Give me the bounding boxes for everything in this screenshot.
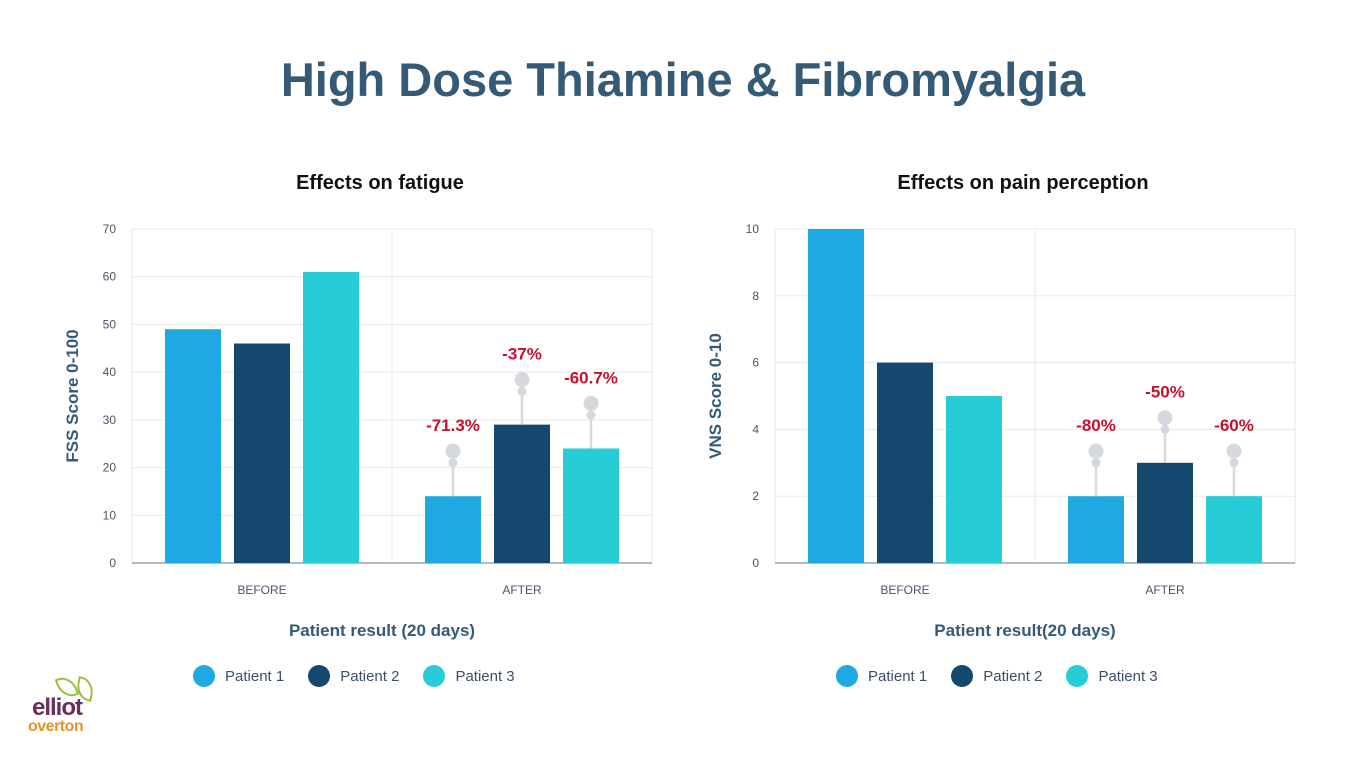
x-axis-title: Patient result(20 days) bbox=[934, 621, 1115, 640]
x-tick-label: BEFORE bbox=[237, 583, 286, 597]
bar-before-patient-3 bbox=[946, 396, 1002, 563]
y-tick-label: 0 bbox=[109, 556, 116, 570]
legend-label: Patient 3 bbox=[1098, 667, 1158, 685]
x-tick-label: BEFORE bbox=[880, 583, 929, 597]
bar-after-patient-1 bbox=[425, 496, 481, 563]
change-marker-dot bbox=[1226, 443, 1242, 459]
brand-logo: elliot overton bbox=[28, 673, 108, 740]
percent-change-label: -80% bbox=[1076, 416, 1116, 435]
change-marker-dot-small bbox=[1160, 424, 1170, 434]
change-marker-dot-small bbox=[448, 458, 458, 468]
bar-before-patient-1 bbox=[165, 329, 221, 563]
legend-item-patient-3: Patient 3 bbox=[1066, 665, 1158, 687]
y-tick-label: 6 bbox=[752, 356, 759, 370]
legend-label: Patient 2 bbox=[340, 667, 400, 685]
y-tick-label: 30 bbox=[103, 413, 117, 427]
pain-chart: Effects on pain perception 0 2 4 6 8 10 VNS Sco… bbox=[693, 160, 1353, 720]
legend-item-patient-1: Patient 1 bbox=[836, 665, 927, 687]
fatigue-chart: Effects on fatigue 0 10 20 30 40 50 60 70 FSS Sco… bbox=[50, 160, 710, 720]
patient-1-swatch bbox=[836, 665, 858, 687]
legend-label: Patient 2 bbox=[983, 667, 1043, 685]
bar-after-patient-2 bbox=[1137, 462, 1193, 563]
bar-before-patient-2 bbox=[877, 362, 933, 563]
bar-after-patient-2 bbox=[494, 424, 550, 563]
change-marker-dot bbox=[1088, 443, 1104, 459]
y-tick-label: 4 bbox=[752, 422, 759, 436]
legend-item-patient-3: Patient 3 bbox=[423, 665, 515, 687]
y-tick-label: 10 bbox=[103, 508, 117, 522]
y-tick-label: 0 bbox=[752, 556, 759, 570]
legend-label: Patient 1 bbox=[225, 667, 285, 685]
chart-title: Effects on fatigue bbox=[296, 172, 464, 194]
page-title: High Dose Thiamine & Fibromyalgia bbox=[280, 53, 1086, 106]
y-tick-label: 50 bbox=[103, 317, 117, 331]
bar-after-patient-1 bbox=[1068, 496, 1124, 563]
logo-line-1: elliot bbox=[32, 694, 83, 721]
chart-title: Effects on pain perception bbox=[897, 172, 1148, 194]
y-tick-label: 2 bbox=[752, 489, 759, 503]
percent-change-label: -71.3% bbox=[426, 416, 480, 435]
fatigue-chart-svg: Effects on fatigue 0 10 20 30 40 50 60 70 FSS Sco… bbox=[63, 172, 653, 640]
change-marker-dot bbox=[445, 443, 461, 459]
change-marker-dot-small bbox=[1229, 458, 1239, 468]
bar-after-patient-3 bbox=[1206, 496, 1262, 563]
legend-item-patient-2: Patient 2 bbox=[951, 665, 1042, 687]
percent-change-label: -50% bbox=[1145, 383, 1185, 402]
patient-3-swatch bbox=[1066, 665, 1089, 687]
change-marker-dot-small bbox=[517, 386, 527, 396]
legend-item-patient-1: Patient 1 bbox=[193, 665, 284, 687]
change-marker-dot-small bbox=[586, 410, 596, 420]
y-axis-title: VNS Score 0-10 bbox=[706, 333, 725, 459]
y-tick-label: 60 bbox=[103, 270, 117, 284]
legend-item-patient-2: Patient 2 bbox=[308, 665, 399, 687]
bar-before-patient-1 bbox=[808, 229, 864, 563]
change-marker-dot bbox=[1157, 410, 1173, 426]
bar-before-patient-2 bbox=[234, 343, 290, 563]
patient-2-swatch bbox=[308, 665, 331, 687]
y-tick-label: 20 bbox=[103, 461, 117, 475]
x-tick-label: AFTER bbox=[502, 583, 542, 597]
y-tick-label: 10 bbox=[746, 222, 760, 236]
change-marker-dot bbox=[583, 395, 599, 411]
percent-change-label: -37% bbox=[502, 345, 542, 364]
pain-legend: Patient 1 Patient 2 Patient 3 bbox=[836, 665, 1182, 687]
change-marker-dot-small bbox=[1091, 458, 1101, 468]
legend-label: Patient 1 bbox=[868, 667, 928, 685]
bar-after-patient-3 bbox=[563, 448, 619, 563]
patient-1-swatch bbox=[193, 665, 215, 687]
bar-before-patient-3 bbox=[303, 271, 359, 563]
x-axis-title: Patient result (20 days) bbox=[289, 621, 475, 640]
percent-change-label: -60% bbox=[1214, 416, 1254, 435]
y-tick-label: 40 bbox=[103, 365, 117, 379]
fatigue-legend: Patient 1 Patient 2 Patient 3 bbox=[193, 665, 539, 687]
legend-label: Patient 3 bbox=[455, 667, 515, 685]
change-marker-dot bbox=[514, 372, 530, 388]
x-tick-label: AFTER bbox=[1145, 583, 1185, 597]
patient-2-swatch bbox=[951, 665, 974, 687]
pain-chart-svg: Effects on pain perception 0 2 4 6 8 10 VNS Sco… bbox=[706, 172, 1296, 640]
y-tick-label: 70 bbox=[103, 222, 117, 236]
logo-line-2: overton bbox=[28, 718, 84, 735]
percent-change-label: -60.7% bbox=[564, 368, 618, 387]
y-axis-title: FSS Score 0-100 bbox=[63, 329, 82, 462]
y-tick-label: 8 bbox=[752, 289, 759, 303]
patient-3-swatch bbox=[423, 665, 446, 687]
